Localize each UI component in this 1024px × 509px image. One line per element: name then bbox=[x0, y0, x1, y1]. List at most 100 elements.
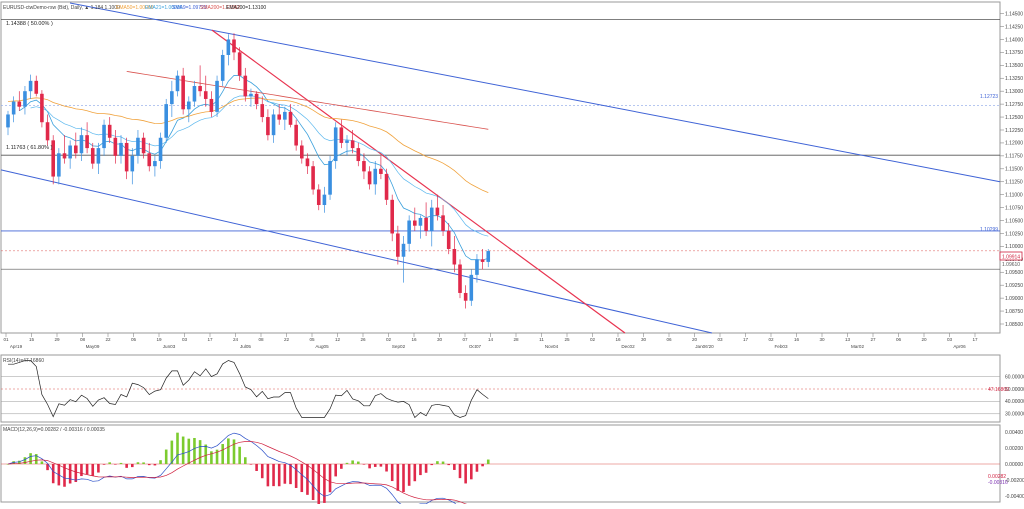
time-tick-label: 22 bbox=[284, 337, 290, 342]
rsi-line bbox=[8, 360, 489, 419]
macd-histogram-bar bbox=[210, 451, 213, 464]
macd-current-value-2: -0.00316 bbox=[988, 480, 1008, 486]
candle-up bbox=[283, 111, 287, 120]
price-tick-label: 1.12750 bbox=[1005, 102, 1023, 108]
macd-histogram-bar bbox=[340, 464, 343, 469]
price-axis[interactable]: 1.14500 1.14250 1.14000 1.13750 1.13500 1.132… bbox=[1000, 11, 1023, 328]
candle-up bbox=[249, 93, 253, 97]
macd-histogram-bar bbox=[6, 464, 10, 465]
macd-histogram-bar bbox=[238, 446, 241, 464]
price-tick-label: 1.12000 bbox=[1005, 141, 1023, 147]
macd-histogram-bar bbox=[153, 464, 157, 466]
time-tick-label: 07 bbox=[462, 337, 468, 342]
time-tick-label: 08 bbox=[258, 337, 264, 342]
macd-histogram-bar bbox=[289, 464, 292, 485]
candle-up bbox=[345, 140, 349, 143]
candle-up bbox=[475, 259, 479, 275]
macd-histogram-bar bbox=[334, 464, 337, 477]
candle-down bbox=[17, 101, 22, 107]
candle-down bbox=[232, 39, 236, 53]
candle-up bbox=[79, 135, 84, 154]
macd-histogram-bar bbox=[63, 464, 66, 487]
macd-histogram-bar bbox=[464, 464, 467, 484]
candle-down bbox=[45, 122, 50, 141]
price-tick-label: 1.12500 bbox=[1005, 115, 1023, 121]
rsi-indicator: 60.00000 50.00000 40.00000 30.00000 bbox=[1, 360, 1024, 419]
time-tick-label: 05 bbox=[309, 337, 315, 342]
candle-down bbox=[316, 189, 321, 206]
macd-histogram-bar bbox=[277, 464, 281, 487]
time-tick-label: 05 bbox=[131, 337, 137, 342]
time-tick-label: 17 bbox=[207, 337, 213, 342]
price-tick-label: 1.10000 bbox=[1005, 244, 1023, 250]
time-month-label: Jun03 bbox=[163, 344, 176, 349]
time-month-label: Dec02 bbox=[621, 344, 635, 349]
price-tick-label: 1.13000 bbox=[1005, 89, 1023, 95]
candle-up bbox=[170, 91, 174, 105]
candle-up bbox=[6, 114, 10, 128]
macd-histogram-bar bbox=[413, 464, 417, 482]
price-tick-label: 1.09000 bbox=[1005, 296, 1023, 302]
symbol-title: EURUSD-ctwDemo-rsw (Bid), Daily, ▲ 1.184… bbox=[3, 5, 120, 11]
candle-up bbox=[220, 54, 225, 81]
ma-medium-line bbox=[30, 95, 489, 237]
macd-histogram-bar bbox=[114, 464, 117, 465]
candle-down bbox=[458, 264, 462, 293]
macd-histogram-bar bbox=[351, 460, 354, 464]
candle-down bbox=[384, 173, 389, 200]
time-tick-label: 29 bbox=[54, 337, 60, 342]
candle-down bbox=[62, 153, 67, 159]
macd-histogram-bar bbox=[85, 464, 89, 475]
candle-down bbox=[209, 98, 214, 112]
time-month-label: Apr06 bbox=[953, 344, 966, 349]
macd-histogram-bar bbox=[419, 464, 422, 476]
rsi-tick-label: 50.00000 bbox=[1005, 387, 1024, 393]
time-tick-label: 26 bbox=[360, 337, 366, 342]
moving-averages bbox=[7, 71, 489, 261]
time-axis[interactable]: 01 15 29 08 22 05 19 03 17 24 08 22 05 12 26 02 16 30 07 14… bbox=[3, 333, 978, 349]
time-tick-label: 03 bbox=[182, 337, 188, 342]
candle-down bbox=[367, 171, 372, 185]
candle-up bbox=[175, 75, 180, 92]
macd-tick-label: -0.00200 bbox=[1005, 478, 1024, 484]
macd-histogram-bar bbox=[373, 464, 377, 467]
time-month-label: Oct07 bbox=[469, 344, 482, 349]
macd-histogram-bar bbox=[29, 453, 32, 464]
price-tick-label: 1.13500 bbox=[1005, 63, 1023, 69]
macd-histogram-bar bbox=[407, 464, 411, 486]
current-price-tag bbox=[999, 251, 1023, 261]
time-tick-label: 25 bbox=[564, 337, 570, 342]
candle-up bbox=[322, 194, 327, 206]
candle-down bbox=[243, 75, 248, 97]
macd-histogram-bar bbox=[345, 462, 349, 464]
price-tick-label: 1.12250 bbox=[1005, 128, 1023, 134]
time-month-label: Apr19 bbox=[10, 344, 23, 349]
candle-down bbox=[396, 233, 400, 257]
candle-up bbox=[401, 243, 406, 257]
macd-histogram-bar bbox=[215, 449, 219, 464]
candle-down bbox=[254, 93, 259, 105]
candle-down bbox=[350, 140, 355, 149]
candle-down bbox=[311, 166, 315, 190]
time-tick-label: 16 bbox=[615, 337, 621, 342]
macd-histogram-bar bbox=[227, 438, 230, 464]
time-month-label: Aug05 bbox=[315, 344, 329, 349]
macd-histogram-bar bbox=[430, 464, 434, 466]
candle-up bbox=[68, 145, 72, 159]
macd-histogram-bar bbox=[136, 462, 140, 464]
macd-histogram-bar bbox=[34, 454, 38, 464]
candle-up bbox=[333, 127, 338, 162]
time-tick-label: 17 bbox=[972, 337, 978, 342]
candle-down bbox=[463, 292, 468, 301]
time-tick-label: 30 bbox=[819, 337, 825, 342]
ema-slow-line bbox=[7, 97, 489, 193]
candle-down bbox=[181, 75, 185, 110]
macd-histogram-bar bbox=[159, 460, 162, 464]
candle-up bbox=[192, 86, 197, 102]
time-tick-label: 03 bbox=[947, 337, 953, 342]
macd-histogram-bar bbox=[176, 432, 179, 464]
macd-histogram-bar bbox=[311, 464, 315, 501]
time-tick-label: 02 bbox=[386, 337, 392, 342]
